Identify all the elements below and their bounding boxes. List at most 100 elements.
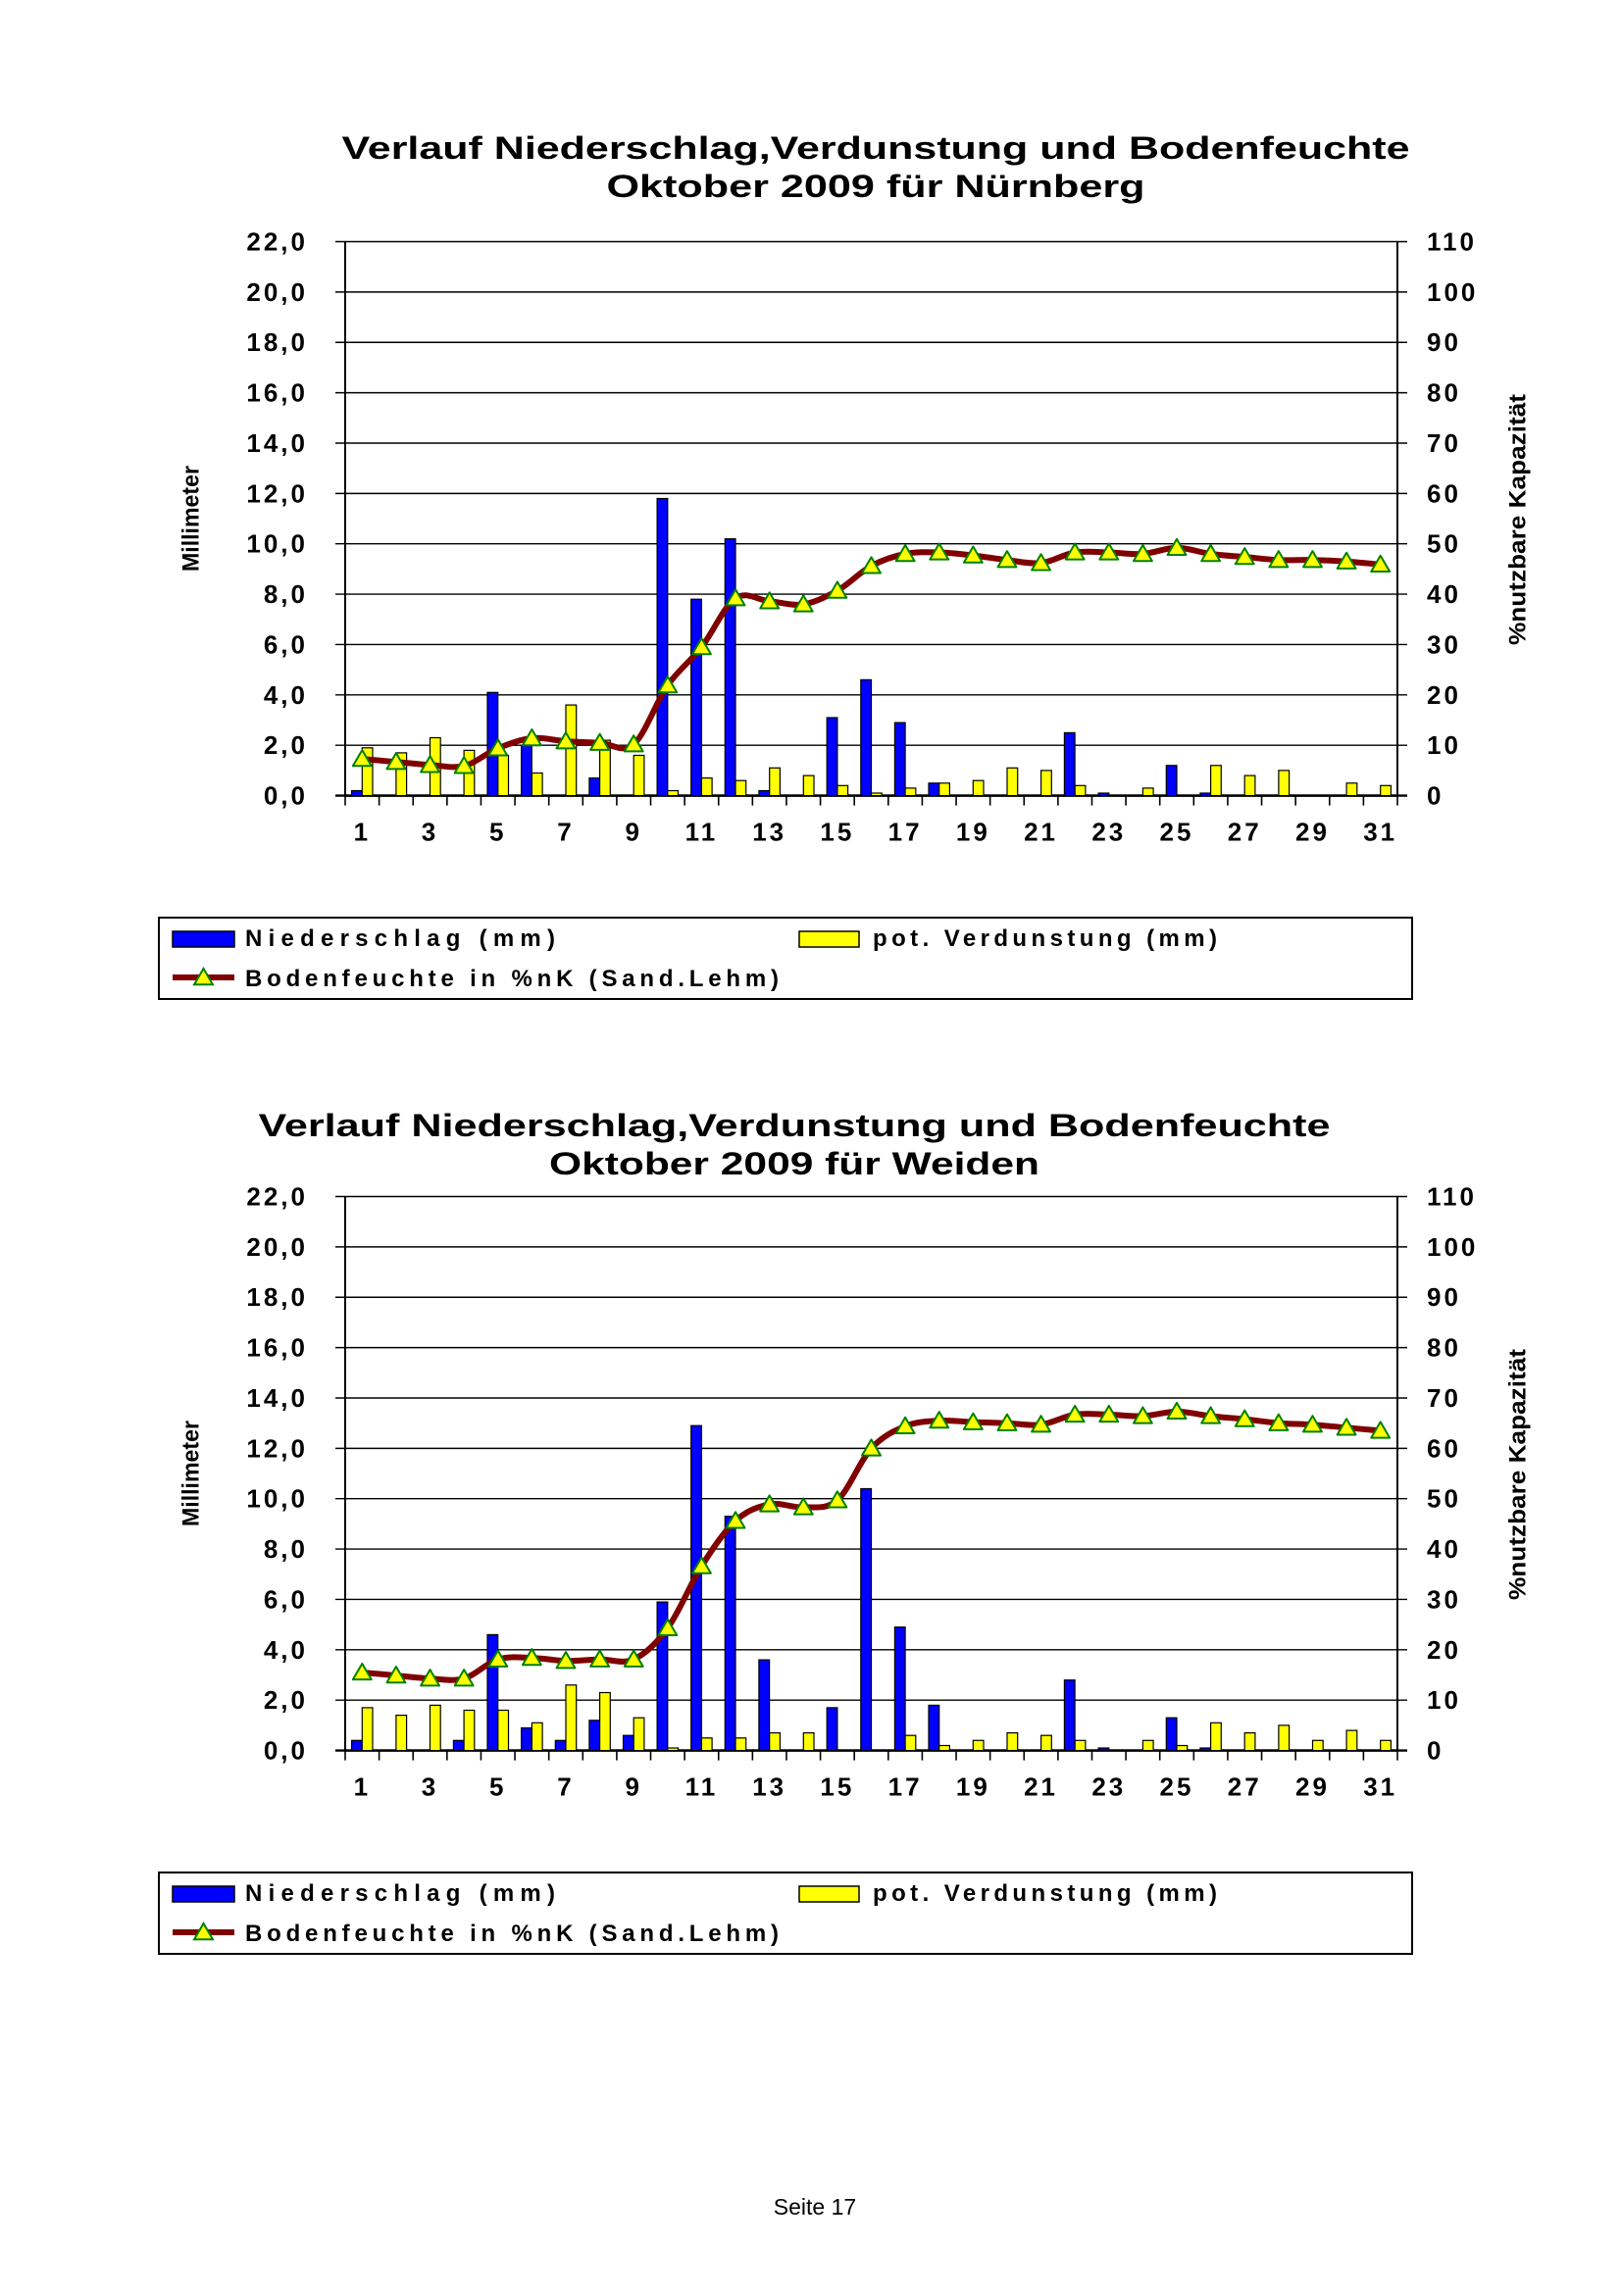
y-axis-title: Millimeter bbox=[178, 1421, 205, 1526]
x-tick-label: 19 bbox=[956, 818, 990, 847]
bodenfeuchte-marker bbox=[861, 1438, 882, 1457]
niederschlag-bar bbox=[758, 1659, 771, 1752]
niederschlag-bar bbox=[1199, 792, 1212, 797]
y2-tick-label: 40 bbox=[1427, 579, 1461, 609]
niederschlag-bar bbox=[1165, 765, 1178, 797]
y2-tick-label: 0 bbox=[1427, 1736, 1444, 1766]
bodenfeuchte-marker bbox=[792, 1497, 814, 1516]
y2-axis-title: %nutzbare Kapazität bbox=[1505, 394, 1532, 645]
y-tick-label: 8,0 bbox=[264, 579, 308, 609]
bodenfeuchte-marker bbox=[690, 637, 712, 656]
y-tick-label: 20,0 bbox=[246, 1232, 308, 1262]
x-tick-label: 3 bbox=[422, 1772, 438, 1802]
niederschlag-bar bbox=[1063, 731, 1076, 797]
verdunstung-bar bbox=[565, 704, 578, 797]
verdunstung-bar bbox=[700, 776, 713, 797]
x-tick-label: 19 bbox=[956, 1772, 990, 1802]
bodenfeuchte-marker bbox=[420, 755, 440, 774]
bodenfeuchte-marker bbox=[1031, 553, 1052, 572]
bodenfeuchte-marker bbox=[1336, 1418, 1357, 1436]
bodenfeuchte-marker bbox=[453, 756, 475, 774]
verdunstung-bar bbox=[1006, 1731, 1019, 1752]
verdunstung-bar bbox=[598, 739, 611, 797]
verdunstung-bar-series bbox=[361, 1684, 1392, 1752]
x-tick-label: 21 bbox=[1024, 818, 1058, 847]
bodenfeuchte-marker bbox=[1166, 537, 1188, 557]
verdunstung-bar bbox=[667, 1747, 680, 1752]
niederschlag-bar bbox=[351, 1739, 363, 1752]
niederschlag-bar bbox=[1097, 1747, 1110, 1752]
legend-label-niederschlag: Niederschlag (mm) bbox=[245, 1880, 555, 1907]
x-tick-label: 25 bbox=[1160, 1772, 1194, 1802]
y2-tick-label: 30 bbox=[1427, 629, 1461, 659]
y-tick-label: 2,0 bbox=[264, 730, 308, 760]
y2-tick-label: 30 bbox=[1427, 1584, 1461, 1614]
niederschlag-bar bbox=[520, 1726, 532, 1752]
x-tick-label: 17 bbox=[888, 1772, 923, 1802]
bodenfeuchte-marker bbox=[623, 1649, 644, 1668]
bodenfeuchte-marker bbox=[996, 1413, 1018, 1431]
legend-box bbox=[158, 1872, 1413, 1955]
niederschlag-bar bbox=[520, 744, 532, 797]
y2-tick-label: 0 bbox=[1427, 781, 1444, 811]
y-tick-label: 22,0 bbox=[246, 227, 308, 257]
bodenfeuchte-marker bbox=[894, 544, 916, 563]
bodenfeuchte-marker bbox=[929, 1411, 950, 1429]
bodenfeuchte-marker bbox=[589, 1649, 611, 1668]
y-tick-label: 16,0 bbox=[246, 1333, 308, 1363]
y-tick-label: 4,0 bbox=[264, 680, 308, 710]
y-tick-label: 20,0 bbox=[246, 277, 308, 307]
legend: Niederschlag (mm) pot. Verdunstung (mm) Bo… bbox=[158, 1872, 1413, 1955]
niederschlag-bar bbox=[452, 1739, 465, 1752]
y2-tick-label: 70 bbox=[1427, 1383, 1461, 1413]
bodenfeuchte-marker bbox=[657, 1618, 679, 1636]
niederschlag-bar bbox=[928, 782, 940, 797]
verdunstung-bar bbox=[565, 1684, 578, 1752]
verdunstung-bar bbox=[1380, 784, 1392, 797]
x-tick-label: 23 bbox=[1091, 1772, 1126, 1802]
niederschlag-bar bbox=[656, 497, 669, 797]
legend-swatch-verdunstung bbox=[798, 930, 860, 948]
niederschlag-bar bbox=[351, 789, 363, 797]
bodenfeuchte-marker bbox=[827, 1490, 848, 1509]
bodenfeuchte-marker bbox=[725, 588, 746, 607]
niederschlag-bar bbox=[622, 1734, 634, 1752]
verdunstung-bar bbox=[1074, 1739, 1087, 1752]
bodenfeuchte-marker bbox=[759, 1494, 781, 1513]
y-tick-label: 0,0 bbox=[264, 781, 308, 811]
y-tick-label: 6,0 bbox=[264, 629, 308, 659]
x-tick-label: 3 bbox=[422, 818, 438, 847]
verdunstung-bar bbox=[904, 1734, 917, 1752]
y-tick-label: 6,0 bbox=[264, 1584, 308, 1614]
bodenfeuchte-marker bbox=[589, 732, 611, 751]
bodenfeuchte-marker bbox=[385, 1666, 407, 1684]
bodenfeuchte-marker bbox=[1268, 550, 1290, 569]
y2-tick-label: 20 bbox=[1427, 1635, 1461, 1665]
bodenfeuchte-marker bbox=[690, 1556, 712, 1574]
verdunstung-bar bbox=[667, 789, 680, 797]
bodenfeuchte-marker bbox=[1268, 1413, 1290, 1431]
y-tick-label: 14,0 bbox=[246, 428, 308, 458]
verdunstung-bar bbox=[429, 1704, 441, 1752]
x-tick-label: 9 bbox=[625, 1772, 641, 1802]
chart-title: Verlauf Niederschlag,Verdunstung und Bod… bbox=[342, 130, 1410, 166]
verdunstung-bar bbox=[769, 767, 782, 797]
niederschlag-bar bbox=[588, 1720, 601, 1752]
verdunstung-bar bbox=[1176, 1744, 1189, 1752]
legend-box bbox=[158, 917, 1413, 1000]
bodenfeuchte-marker bbox=[827, 580, 848, 599]
bodenfeuchte-marker bbox=[1302, 550, 1323, 569]
niederschlag-bar bbox=[724, 1516, 736, 1752]
x-tick-label: 31 bbox=[1363, 818, 1397, 847]
bodenfeuchte-marker bbox=[555, 1651, 577, 1670]
legend-label-bodenfeuchte: Bodenfeuchte in %nK (Sand.Lehm) bbox=[245, 966, 779, 992]
bodenfeuchte-marker bbox=[1200, 544, 1222, 563]
legend-marker-bodenfeuchte bbox=[192, 1922, 215, 1941]
y2-tick-label: 40 bbox=[1427, 1534, 1461, 1564]
verdunstung-bar bbox=[1243, 774, 1256, 797]
niederschlag-bar bbox=[1199, 1747, 1212, 1752]
x-tick-label: 15 bbox=[820, 1772, 854, 1802]
verdunstung-bar bbox=[598, 1691, 611, 1752]
verdunstung-bar bbox=[1243, 1731, 1256, 1752]
